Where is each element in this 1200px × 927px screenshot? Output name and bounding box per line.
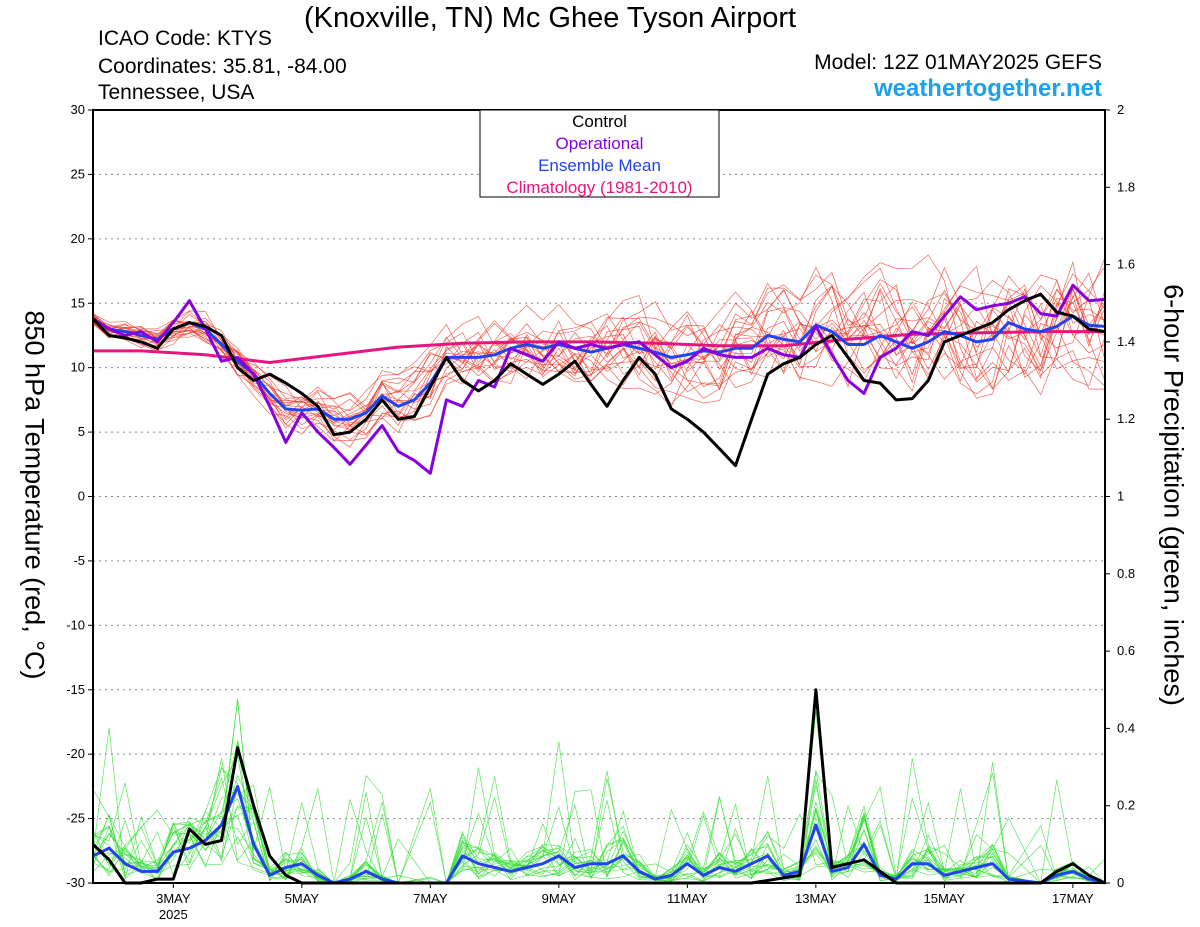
- y-right-tick-label: 1: [1117, 489, 1124, 504]
- y-right-tick-label: 0.8: [1117, 566, 1135, 581]
- x-tick-label: 13MAY: [795, 891, 837, 906]
- legend-item: Ensemble Mean: [538, 156, 661, 175]
- y-left-tick-label: 10: [71, 360, 85, 375]
- grid-layer: [93, 173, 1105, 820]
- chart-title: (Knoxville, TN) Mc Ghee Tyson Airport: [304, 2, 797, 34]
- temp-ensemble-mean-line: [92, 314, 1106, 421]
- legend-item: Control: [572, 112, 627, 131]
- x-tick-label: 11MAY: [667, 891, 708, 906]
- region: Tennessee, USA: [98, 81, 255, 104]
- precip-member-line: [92, 766, 1106, 884]
- y-right-tick-label: 0.4: [1117, 720, 1135, 735]
- y-left-tick-label: -30: [66, 875, 85, 890]
- y-left-tick-label: -10: [66, 617, 85, 632]
- site-name[interactable]: weathertogether.net: [873, 75, 1102, 102]
- y-right-tick-label: 0.2: [1117, 798, 1135, 813]
- y-left-tick-label: 20: [71, 231, 85, 246]
- legend-item: Climatology (1981-2010): [506, 178, 692, 197]
- y-left-tick-label: 5: [78, 424, 85, 439]
- temp-operational-line: [92, 283, 1106, 475]
- x-tick-label: 17MAY: [1052, 891, 1094, 906]
- precip-member-line: [92, 711, 1106, 884]
- precip-member-line: [92, 741, 1106, 884]
- precip-control-line: [91, 688, 1106, 885]
- icao-code: ICAO Code: KTYS: [98, 27, 272, 50]
- y-left-tick-label: -5: [73, 553, 85, 568]
- legend: Control Operational Ensemble Mean Climatolo…: [479, 109, 720, 198]
- temp-member-line: [92, 289, 1106, 440]
- y-left-tick-label: -15: [66, 682, 85, 697]
- y-left-tick-label: -20: [66, 746, 85, 761]
- y-right-tick-label: 1.6: [1117, 257, 1135, 272]
- model-run: Model: 12Z 01MAY2025 GEFS: [814, 51, 1102, 74]
- x-tick-label: 7MAY: [413, 891, 448, 906]
- y-right-tick-label: 2: [1117, 102, 1124, 117]
- y-right-tick-label: 1.4: [1117, 334, 1135, 349]
- coordinates: Coordinates: 35.81, -84.00: [98, 55, 347, 78]
- ticks-layer: 302520151050-5-10-15-20-25-3021.81.61.41…: [66, 102, 1135, 922]
- temp-member-line: [92, 279, 1106, 411]
- temp-member-line: [92, 267, 1106, 424]
- precip-member-line: [92, 758, 1106, 884]
- x-tick-label: 3MAY: [156, 891, 191, 906]
- x-tick-label: 15MAY: [924, 891, 966, 906]
- y-left-tick-label: -25: [66, 811, 85, 826]
- legend-item: Operational: [556, 134, 644, 153]
- precip-ensemble-mean-line: [92, 784, 1106, 885]
- y-left-tick-label: 15: [71, 295, 85, 310]
- y-right-tick-label: 1.8: [1117, 179, 1135, 194]
- x-tick-sublabel: 2025: [159, 907, 188, 922]
- y-right-tick-label: 0.6: [1117, 643, 1135, 658]
- y-left-tick-label: 25: [71, 166, 85, 181]
- x-tick-label: 9MAY: [542, 891, 577, 906]
- precip-member-line: [92, 740, 1106, 884]
- climatology-line: [93, 330, 1105, 364]
- x-tick-label: 5MAY: [285, 891, 320, 906]
- temp-member-line: [92, 260, 1106, 448]
- precip-member-line: [92, 770, 1106, 884]
- y-left-tick-label: 0: [78, 489, 85, 504]
- y-right-tick-label: 0: [1117, 875, 1124, 890]
- legend-box: [479, 109, 720, 198]
- y-right-tick-label: 1.2: [1117, 411, 1135, 426]
- temp-control-line: [91, 292, 1106, 468]
- y-left-tick-label: 30: [71, 102, 85, 117]
